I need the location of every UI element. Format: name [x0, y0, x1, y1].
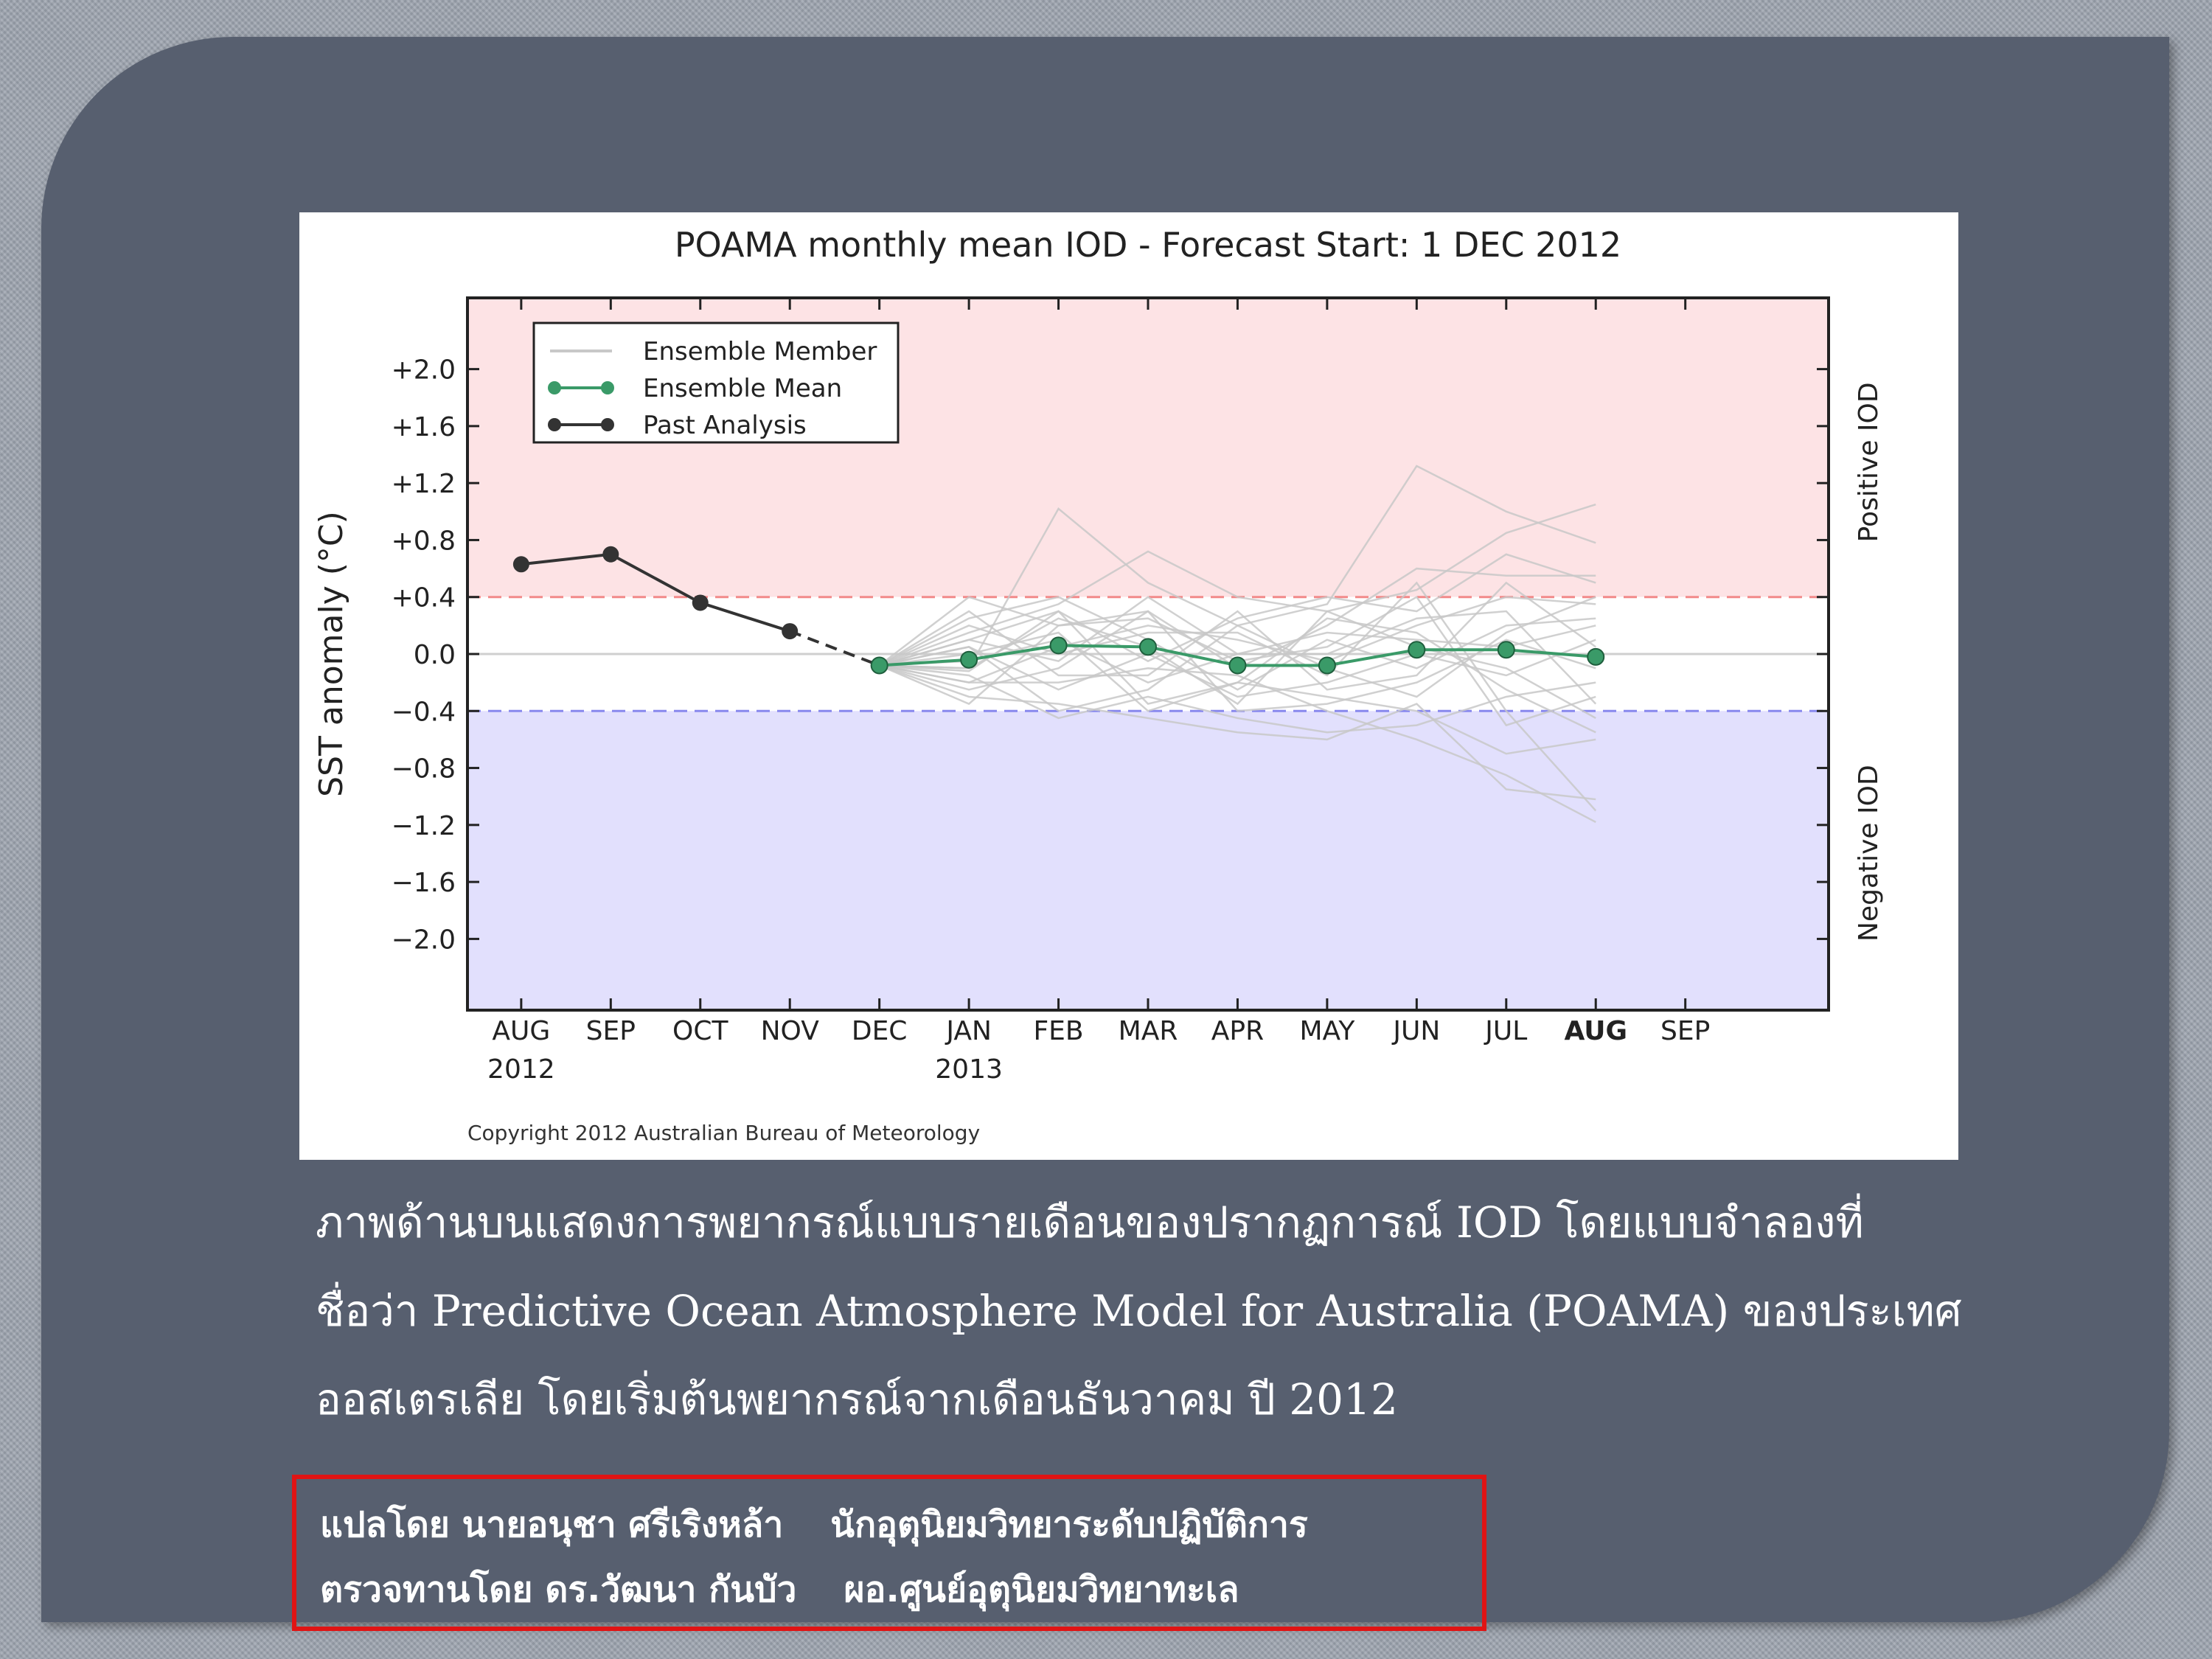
- ensemble-mean-point: [960, 650, 978, 669]
- ensemble-member-line: [879, 596, 1596, 684]
- reviewer-row: ตรวจทานโดย ดร.วัฒนา กันบัว ผอ.ศูนย์อุตุนิ…: [320, 1557, 1458, 1622]
- legend-box: [532, 321, 900, 444]
- ensemble-mean-point: [870, 656, 888, 675]
- y-tick-label: +0.4: [392, 583, 456, 613]
- ensemble-mean-point: [1228, 656, 1247, 675]
- ensemble-member-line: [879, 664, 1596, 734]
- x-tick-label: MAY: [1299, 1016, 1355, 1046]
- x-tick-label: FEB: [1033, 1016, 1083, 1046]
- y-axis-label: SST anomaly (°C): [313, 511, 350, 797]
- ensemble-member-line: [879, 664, 1596, 801]
- ensemble-member-line: [879, 553, 1596, 667]
- legend-marker: [601, 418, 614, 431]
- legend-entry-label: Past Analysis: [643, 411, 807, 440]
- negative-iod-label: Negative IOD: [1854, 765, 1884, 942]
- past-to-forecast-connector: [789, 630, 880, 667]
- legend-marker: [548, 381, 561, 394]
- positive-iod-label: Positive IOD: [1854, 382, 1884, 542]
- x-tick-label: SEP: [1660, 1016, 1710, 1046]
- y-tick-label: −0.8: [392, 754, 456, 785]
- y-tick-label: −0.4: [392, 697, 456, 727]
- y-tick-label: −1.2: [392, 811, 456, 841]
- legend-marker: [548, 418, 561, 431]
- x-tick-label: JAN: [945, 1016, 992, 1046]
- x-tick-year-label: 2012: [487, 1054, 555, 1085]
- ensemble-mean-point: [1318, 656, 1336, 675]
- ensemble-member-line: [879, 610, 1596, 734]
- reviewer-title: ผอ.ศูนย์อุตุนิยมวิทยาทะเล: [844, 1569, 1239, 1610]
- ensemble-member-line: [879, 664, 1596, 824]
- ensemble-member-line: [879, 596, 1596, 691]
- past-analysis-point: [782, 623, 799, 640]
- legend-marker: [601, 381, 614, 394]
- x-tick-label: AUG: [1564, 1016, 1627, 1046]
- x-tick-label: SEP: [586, 1016, 636, 1046]
- ensemble-mean-point: [1587, 647, 1605, 666]
- ensemble-mean-point: [1049, 636, 1068, 655]
- x-tick-label: JUN: [1391, 1016, 1440, 1046]
- x-tick-label: AUG: [492, 1016, 550, 1046]
- ensemble-mean-point: [1139, 638, 1157, 656]
- x-tick-label: MAR: [1119, 1016, 1178, 1046]
- x-tick-label: DEC: [852, 1016, 908, 1046]
- negative-iod-band: [467, 711, 1829, 1010]
- ensemble-mean-point: [1497, 641, 1515, 659]
- ensemble-member-line: [879, 581, 1597, 812]
- y-tick-label: +2.0: [392, 355, 456, 386]
- legend: Ensemble Member Ensemble Mean Past Analysi…: [532, 321, 900, 444]
- chart-title: POAMA monthly mean IOD - Forecast Start:…: [675, 225, 1621, 265]
- y-tick-label: 0.0: [414, 640, 456, 670]
- iod-forecast-chart: +2.0 +1.6 +1.2 +0.8 +0.4 0.0 −0.4 −0.8 −1.2 −1.6 −…: [313, 225, 1884, 1145]
- ensemble-mean-point: [1408, 641, 1426, 659]
- chart-panel: +2.0 +1.6 +1.2 +0.8 +0.4 0.0 −0.4 −0.8 −1.2 −1.6 −…: [299, 212, 1958, 1160]
- translator-row: แปลโดย นายอนุชา ศรีเริงหล้า นักอุตุนิยมวิ…: [320, 1492, 1458, 1557]
- caption-line: ชื่อว่า Predictive Ocean Atmosphere Mode…: [316, 1286, 1962, 1336]
- caption-line: ภาพด้านบนแสดงการพยากรณ์แบบรายเดือนของปรา…: [316, 1197, 1864, 1248]
- credits-box: แปลโดย นายอนุชา ศรีเริงหล้า นักอุตุนิยมวิ…: [292, 1475, 1486, 1631]
- reviewer-name: ตรวจทานโดย ดร.วัฒนา กันบัว: [320, 1569, 797, 1610]
- x-tick-label: NOV: [761, 1016, 820, 1046]
- copyright-text: Copyright 2012 Australian Bureau of Mete…: [467, 1121, 980, 1145]
- y-tick-label: +1.2: [392, 469, 456, 499]
- x-tick-label: APR: [1211, 1016, 1264, 1046]
- y-tick-label: −1.6: [392, 868, 456, 898]
- past-analysis-point: [692, 594, 709, 611]
- slide: +2.0 +1.6 +1.2 +0.8 +0.4 0.0 −0.4 −0.8 −1.2 −1.6 −…: [41, 37, 2169, 1631]
- legend-entry-label: Ensemble Mean: [643, 374, 842, 403]
- ensemble-member-line: [879, 581, 1596, 691]
- caption-line: ออสเตรเลีย โดยเริ่มต้นพยากรณ์จากเดือนธัน…: [316, 1374, 1398, 1425]
- ensemble-member-line: [879, 503, 1596, 667]
- y-tick-label: +1.6: [392, 412, 456, 442]
- translator-name: แปลโดย นายอนุชา ศรีเริงหล้า: [320, 1504, 784, 1545]
- x-tick-label: OCT: [672, 1016, 728, 1046]
- caption: ภาพด้านบนแสดงการพยากรณ์แบบรายเดือนของปรา…: [316, 1178, 2004, 1444]
- x-tick-label: JUL: [1484, 1016, 1527, 1046]
- x-tick-year-label: 2013: [935, 1054, 1003, 1085]
- y-tick-label: +0.8: [392, 526, 456, 556]
- ensemble-member-line: [879, 596, 1596, 712]
- translator-title: นักอุตุนิยมวิทยาระดับปฏิบัติการ: [830, 1504, 1308, 1545]
- past-analysis-point: [512, 556, 529, 573]
- past-analysis-line: [521, 552, 790, 633]
- legend-entry-label: Ensemble Member: [643, 337, 877, 366]
- past-analysis-point: [602, 546, 619, 563]
- y-tick-label: −2.0: [392, 925, 456, 955]
